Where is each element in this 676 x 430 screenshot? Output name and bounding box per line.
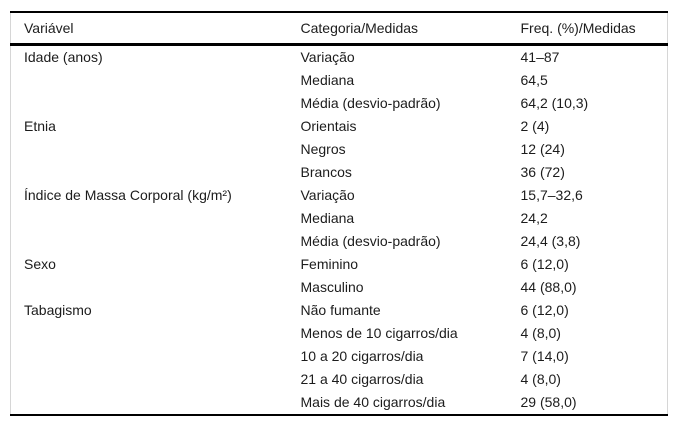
cell-freq: 4 (8,0) <box>520 371 561 387</box>
frequency-table: Variável Categoria/Medidas Freq. (%)/Med… <box>10 11 668 416</box>
cell-freq: 24,4 (3,8) <box>520 233 581 249</box>
table-row: Tabagismo Não fumante 6 (12,0) <box>11 299 668 322</box>
table-row: 21 a 40 cigarros/dia 4 (8,0) <box>11 368 668 391</box>
cell-categoria: Mediana <box>300 210 355 226</box>
header-cell-variavel: Variável <box>10 12 301 46</box>
cell-categoria: Não fumante <box>300 302 381 318</box>
cell-freq: 24,2 <box>520 210 548 226</box>
cell-categoria: Masculino <box>300 279 364 295</box>
cell-freq: 7 (14,0) <box>520 348 569 364</box>
table-row: Masculino 44 (88,0) <box>11 276 668 299</box>
cell-freq: 36 (72) <box>520 164 565 180</box>
cell-categoria: 10 a 20 cigarros/dia <box>300 348 424 364</box>
cell-variavel: Tabagismo <box>24 302 92 318</box>
cell-variavel <box>11 230 301 253</box>
cell-categoria: Mais de 40 cigarros/dia <box>300 394 446 410</box>
table-row: 10 a 20 cigarros/dia 7 (14,0) <box>11 345 668 368</box>
cell-variavel <box>11 207 301 230</box>
table-body: Idade (anos) Variação 41–87 Mediana 64,5… <box>11 45 668 416</box>
cell-variavel <box>11 322 301 345</box>
cell-freq: 64,5 <box>520 72 548 88</box>
table-row: Sexo Feminino 6 (12,0) <box>11 253 668 276</box>
cell-variavel <box>11 69 301 92</box>
cell-variavel <box>11 391 301 415</box>
cell-freq: 6 (12,0) <box>520 302 569 318</box>
cell-categoria: Média (desvio-padrão) <box>300 233 441 249</box>
cell-categoria: Menos de 10 cigarros/dia <box>300 325 458 341</box>
table-row: Negros 12 (24) <box>11 138 668 161</box>
table-row: Idade (anos) Variação 41–87 <box>11 45 668 70</box>
table-row: Mediana 24,2 <box>11 207 668 230</box>
cell-categoria: Feminino <box>300 256 359 272</box>
cell-freq: 15,7–32,6 <box>520 187 583 203</box>
cell-variavel <box>11 138 301 161</box>
cell-variavel <box>11 276 301 299</box>
cell-freq: 4 (8,0) <box>520 325 561 341</box>
header-row: Variável Categoria/Medidas Freq. (%)/Med… <box>10 12 668 46</box>
cell-freq: 64,2 (10,3) <box>520 95 589 111</box>
cell-freq: 12 (24) <box>520 141 565 157</box>
cell-variavel <box>11 92 301 115</box>
cell-variavel: Sexo <box>24 256 56 272</box>
cell-freq: 6 (12,0) <box>520 256 569 272</box>
table-row: Índice de Massa Corporal (kg/m²) Variaçã… <box>11 184 668 207</box>
cell-categoria: Mediana <box>300 72 355 88</box>
cell-freq: 29 (58,0) <box>520 394 577 410</box>
cell-categoria: Variação <box>300 49 355 65</box>
cell-freq: 41–87 <box>520 49 560 65</box>
cell-categoria: Orientais <box>300 118 357 134</box>
table-row: Brancos 36 (72) <box>11 161 668 184</box>
cell-categoria: Variação <box>300 187 355 203</box>
cell-freq: 2 (4) <box>520 118 550 134</box>
table-row: Etnia Orientais 2 (4) <box>11 115 668 138</box>
table-header: Variável Categoria/Medidas Freq. (%)/Med… <box>10 12 668 46</box>
table-row: Média (desvio-padrão) 64,2 (10,3) <box>11 92 668 115</box>
cell-categoria: Média (desvio-padrão) <box>300 95 441 111</box>
cell-variavel <box>11 161 301 184</box>
header-cell-categoria: Categoria/Medidas <box>300 12 521 46</box>
table-row: Mediana 64,5 <box>11 69 668 92</box>
cell-variavel: Idade (anos) <box>24 49 103 65</box>
cell-categoria: 21 a 40 cigarros/dia <box>300 371 424 387</box>
cell-categoria: Negros <box>300 141 346 157</box>
header-cell-freq: Freq. (%)/Medidas <box>520 12 668 46</box>
cell-variavel <box>11 368 301 391</box>
cell-variavel <box>11 345 301 368</box>
cell-freq: 44 (88,0) <box>520 279 577 295</box>
cell-categoria: Brancos <box>300 164 352 180</box>
table-row: Mais de 40 cigarros/dia 29 (58,0) <box>11 391 668 415</box>
cell-variavel: Etnia <box>24 118 56 134</box>
table-row: Média (desvio-padrão) 24,4 (3,8) <box>11 230 668 253</box>
cell-variavel: Índice de Massa Corporal (kg/m²) <box>24 187 232 203</box>
table-row: Menos de 10 cigarros/dia 4 (8,0) <box>11 322 668 345</box>
